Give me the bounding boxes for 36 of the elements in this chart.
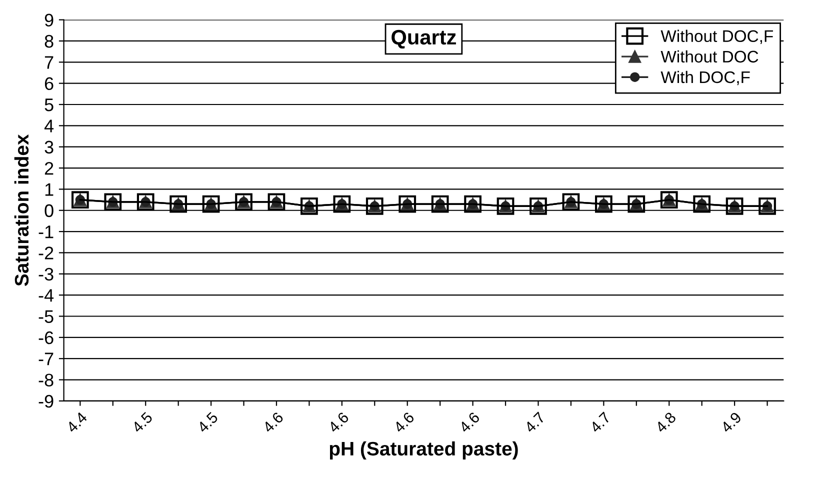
x-tick-label: 4.6 — [392, 411, 415, 434]
x-tick-label: 4.4 — [66, 411, 88, 434]
x-tick-label: 4.6 — [327, 411, 350, 434]
y-tick-label: -8 — [38, 374, 54, 386]
x-tick-label: 4.6 — [262, 411, 284, 434]
y-tick-label: -1 — [38, 226, 54, 238]
y-tick-label: -2 — [38, 246, 54, 260]
x-tick-label: 4.6 — [458, 411, 480, 434]
y-tick-label: 5 — [44, 98, 54, 112]
y-tick-label: -4 — [38, 289, 54, 302]
x-axis-title: pH (Saturated paste) — [330, 441, 518, 460]
y-tick-label: 9 — [44, 14, 54, 27]
y-tick-label: 8 — [44, 34, 54, 48]
x-tick-label: 4.7 — [524, 412, 546, 434]
legend-label: Without DOC,F — [660, 30, 773, 44]
y-tick-label: -7 — [38, 352, 54, 366]
x-tick-label: 4.5 — [196, 412, 219, 434]
legend-label: Without DOC — [660, 50, 758, 63]
y-tick-label: 4 — [44, 120, 54, 132]
legend-label: With DOC,F — [660, 70, 750, 86]
y-tick-label: -5 — [38, 310, 54, 323]
y-tick-label: -9 — [38, 394, 54, 408]
y-axis-title: Saturation index — [14, 134, 29, 286]
x-tick-label: 4.5 — [131, 412, 154, 434]
x-tick-label: 4.8 — [654, 411, 677, 434]
y-tick-label: 1 — [45, 183, 54, 196]
chart-title: Quartz — [392, 30, 456, 49]
y-tick-label: 3 — [44, 140, 54, 154]
y-tick-label: -6 — [38, 331, 54, 344]
y-tick-label: -3 — [38, 268, 54, 281]
y-tick-label: 2 — [44, 162, 54, 175]
y-tick-label: 6 — [44, 77, 54, 90]
y-tick-label: 0 — [44, 204, 54, 218]
x-tick-label: 4.9 — [720, 411, 742, 434]
y-tick-label: 7 — [44, 56, 54, 69]
x-tick-label: 4.7 — [589, 412, 611, 434]
